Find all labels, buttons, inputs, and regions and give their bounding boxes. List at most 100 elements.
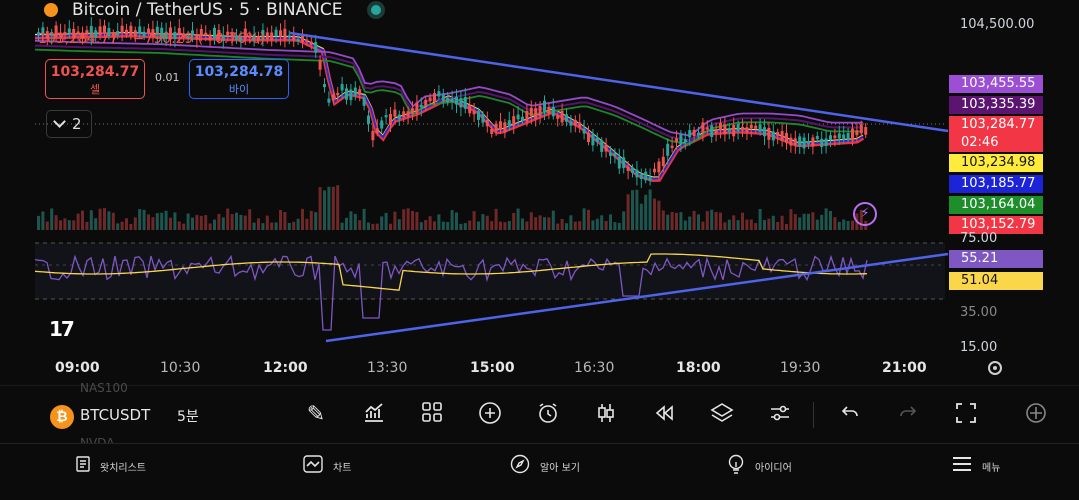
add-icon[interactable] — [476, 401, 504, 429]
pencil-icon[interactable]: ✎ — [306, 402, 326, 427]
volume-bar — [657, 200, 661, 230]
volume-bar — [94, 218, 98, 230]
volume-bar — [763, 220, 766, 230]
volume-bar — [433, 221, 436, 230]
candle-body — [820, 138, 824, 147]
candle-body — [512, 116, 516, 127]
volume-bar — [63, 218, 67, 230]
candle-body — [103, 25, 106, 34]
volume-bar — [741, 212, 744, 230]
volume-bar — [529, 212, 533, 230]
settings-gear-icon[interactable] — [988, 361, 1002, 375]
candle-body — [301, 35, 304, 43]
replay-icon[interactable] — [650, 401, 678, 429]
candle-body — [675, 138, 678, 142]
interval-selector[interactable]: 5분 — [177, 409, 199, 425]
volume-bar — [437, 214, 441, 230]
volume-bar — [736, 220, 740, 230]
candle-body — [235, 35, 238, 41]
candle-body — [851, 128, 854, 141]
candle-body — [679, 134, 683, 145]
price-badge: 103,455.55 — [949, 75, 1043, 93]
candle-body — [657, 161, 661, 173]
settings-sliders-icon[interactable] — [766, 401, 794, 429]
volume-bar — [76, 213, 80, 230]
volume-bar — [600, 215, 604, 230]
volume-bar — [243, 215, 247, 230]
candle-body — [279, 30, 282, 37]
candle-body — [331, 94, 335, 101]
candle-body — [507, 120, 511, 127]
redo-icon[interactable] — [894, 401, 922, 429]
volume-bar — [692, 210, 696, 230]
candles-icon[interactable] — [592, 401, 620, 429]
volume-bar — [45, 221, 49, 230]
candle-body — [393, 109, 397, 117]
indicators-collapse-button[interactable]: 2 — [46, 110, 92, 138]
bottom-navigation — [0, 443, 1079, 500]
volume-bar — [565, 223, 568, 230]
candle-body — [384, 115, 388, 118]
descending-trendline[interactable] — [289, 31, 949, 133]
buy-button[interactable]: 103,284.78 바이 — [189, 59, 289, 99]
lightning-icon[interactable]: ⚡ — [853, 202, 877, 226]
rsi-lines — [34, 253, 868, 331]
chart-canvas[interactable] — [0, 0, 1079, 385]
price-badge: 103,234.98 — [949, 154, 1043, 172]
symbol-header[interactable]: Bitcoin / TetherUS · 5 · BINANCE — [46, 0, 381, 20]
candle-body — [367, 115, 370, 124]
candle-body — [525, 111, 529, 122]
candle-body — [323, 84, 326, 88]
crosshair-icon[interactable] — [1022, 401, 1050, 429]
chart-icon — [303, 455, 323, 477]
candle-body — [433, 93, 436, 102]
moving-averages — [34, 32, 865, 182]
candle-body — [419, 105, 423, 108]
candle-body — [120, 25, 124, 34]
volume-bar — [851, 220, 854, 230]
candle-body — [732, 124, 736, 137]
volume-bar — [380, 216, 384, 230]
candle-body — [380, 120, 384, 129]
alert-clock-icon[interactable] — [534, 401, 562, 429]
last-price-text: 103,284.77 — [38, 31, 119, 47]
candle-body — [644, 171, 648, 181]
volume-bar — [393, 211, 397, 230]
candle-body — [37, 32, 40, 36]
candle-body — [771, 131, 775, 141]
chevron-down-icon — [53, 115, 66, 128]
undo-icon[interactable] — [836, 401, 864, 429]
candle-body — [424, 99, 428, 106]
candle-body — [811, 137, 815, 147]
candle-body — [639, 174, 643, 179]
rsi-ascending-trendline[interactable] — [325, 252, 949, 343]
symbol-selector[interactable]: BTCUSDT — [80, 406, 151, 424]
candle-body — [565, 114, 568, 122]
volume-bar — [50, 208, 54, 230]
nav-ideas[interactable]: 아이디어 — [727, 454, 792, 477]
layers-icon[interactable] — [708, 401, 736, 429]
price-chart[interactable] — [0, 0, 1079, 385]
candle-body — [780, 131, 784, 141]
volume-bar — [296, 218, 300, 230]
volume-bar — [446, 222, 450, 230]
sell-button[interactable]: 103,284.77 셀 — [45, 59, 145, 99]
rsi-ma-text: 51.04 — [961, 273, 999, 288]
candle-body — [340, 84, 344, 91]
fullscreen-icon[interactable] — [952, 401, 980, 429]
nav-menu[interactable]: 메뉴 — [952, 455, 1000, 477]
templates-icon[interactable] — [418, 401, 446, 429]
nav-chart[interactable]: 차트 — [303, 455, 351, 477]
volume-bar — [195, 214, 199, 230]
nav-watchlist[interactable]: 왓치리스트 — [76, 455, 146, 477]
ghost-symbol-above: NAS100 — [80, 381, 128, 395]
candle-body — [261, 30, 265, 41]
nav-ideas-label: 아이디어 — [755, 462, 792, 474]
indicators-icon[interactable] — [360, 401, 388, 429]
market-status-dot — [370, 5, 381, 15]
volume-bar — [204, 215, 208, 230]
nav-explore[interactable]: 알아 보기 — [510, 454, 580, 478]
volume-bar — [560, 218, 564, 230]
buy-price: 103,284.78 — [194, 64, 284, 80]
explore-icon — [510, 454, 530, 478]
